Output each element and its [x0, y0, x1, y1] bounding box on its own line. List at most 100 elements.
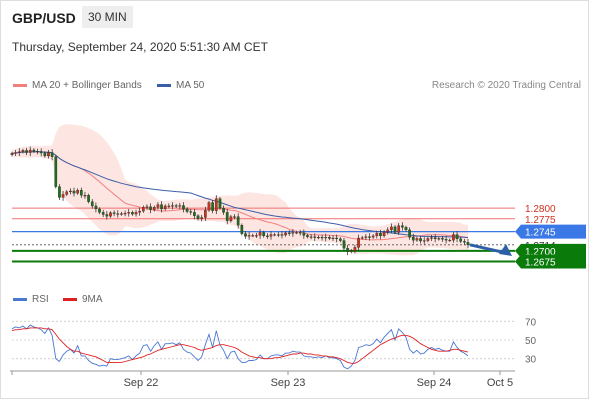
candle	[152, 205, 156, 212]
candle-body	[218, 198, 222, 209]
candle-body	[127, 212, 131, 214]
candle	[207, 200, 211, 212]
candle-body	[419, 238, 422, 242]
candle	[160, 201, 163, 213]
candle	[360, 235, 364, 240]
candle	[382, 230, 386, 238]
candle-body	[331, 237, 335, 239]
candle	[109, 211, 112, 218]
level-label-2: 1.2745	[515, 224, 586, 239]
timeframe-badge[interactable]: 30 MIN	[82, 6, 133, 28]
candle-body	[10, 153, 14, 155]
candle-body	[273, 234, 276, 236]
candle	[61, 191, 65, 201]
candle	[415, 236, 419, 242]
candle	[141, 205, 145, 213]
candle	[233, 214, 236, 220]
ma20-line	[11, 151, 469, 241]
candle	[320, 234, 324, 241]
candle-body	[459, 238, 463, 242]
candle-body	[298, 232, 302, 234]
candle-body	[422, 240, 426, 242]
rsi-swatch	[13, 297, 27, 301]
candle-body	[379, 233, 382, 237]
candle	[236, 213, 240, 229]
candle	[393, 225, 397, 235]
candle-body	[152, 207, 156, 210]
candle-body	[313, 236, 317, 238]
level-tag-text: 1.2700	[525, 247, 556, 258]
research-credit: Research © 2020 Trading Central	[431, 80, 581, 91]
candle	[306, 233, 309, 239]
candle-body	[174, 205, 178, 207]
candle-body	[98, 208, 101, 213]
candle	[331, 235, 335, 241]
legend-ma20: MA 20 + Bollinger Bands	[13, 80, 142, 91]
candle-body	[236, 216, 240, 226]
candle-body	[309, 236, 313, 238]
candle-body	[120, 213, 123, 215]
candle-body	[76, 189, 79, 194]
candle	[349, 249, 353, 254]
candle	[229, 214, 233, 223]
candle	[189, 208, 193, 215]
candle-body	[444, 239, 448, 241]
candle	[426, 236, 430, 243]
candle	[368, 233, 371, 241]
candle-body	[324, 236, 328, 239]
candle	[105, 211, 109, 220]
candle	[127, 208, 131, 217]
rsi-series-9ma	[11, 327, 469, 364]
legend-rsi: RSI	[13, 294, 49, 305]
candle	[193, 208, 196, 220]
candle	[120, 211, 123, 216]
candle-body	[251, 235, 255, 237]
candle	[25, 147, 28, 156]
candle-body	[364, 236, 368, 238]
candle-body	[317, 236, 320, 239]
candle-body	[204, 210, 207, 218]
candle	[112, 210, 116, 217]
candle-body	[335, 237, 339, 240]
candle	[386, 227, 390, 235]
candle	[437, 236, 441, 241]
level-tag-bg	[515, 243, 586, 258]
ma50-line	[11, 151, 469, 238]
candle	[54, 155, 58, 189]
candle	[401, 222, 404, 231]
candle	[43, 151, 47, 158]
candle	[65, 190, 69, 197]
candle-body	[145, 206, 149, 208]
candle	[218, 196, 222, 210]
candle-body	[171, 205, 174, 207]
candle	[79, 187, 83, 198]
ma50-swatch	[157, 83, 171, 87]
candle-body	[141, 207, 145, 212]
candle-body	[386, 229, 390, 233]
candle	[397, 223, 401, 236]
candle-body	[225, 212, 229, 222]
candle-body	[346, 248, 349, 252]
candle	[328, 235, 331, 241]
legend-ma20-label: MA 20 + Bollinger Bands	[32, 80, 142, 91]
candle-body	[328, 236, 331, 239]
candle-body	[342, 240, 346, 249]
candle	[375, 230, 379, 239]
candle	[174, 203, 178, 209]
candle	[14, 149, 17, 156]
candle-body	[433, 237, 437, 240]
ma20-swatch	[13, 83, 27, 87]
candle-body	[287, 232, 291, 234]
candle-body	[401, 225, 404, 228]
candle-body	[105, 214, 109, 217]
ma9-swatch	[63, 297, 77, 301]
candle	[240, 223, 244, 236]
candle	[90, 199, 94, 209]
candle	[448, 238, 452, 242]
candle	[302, 229, 306, 239]
candle	[131, 210, 134, 216]
candle-body	[295, 232, 298, 234]
level-text: 1.2775	[525, 215, 556, 226]
candle-body	[21, 150, 25, 152]
